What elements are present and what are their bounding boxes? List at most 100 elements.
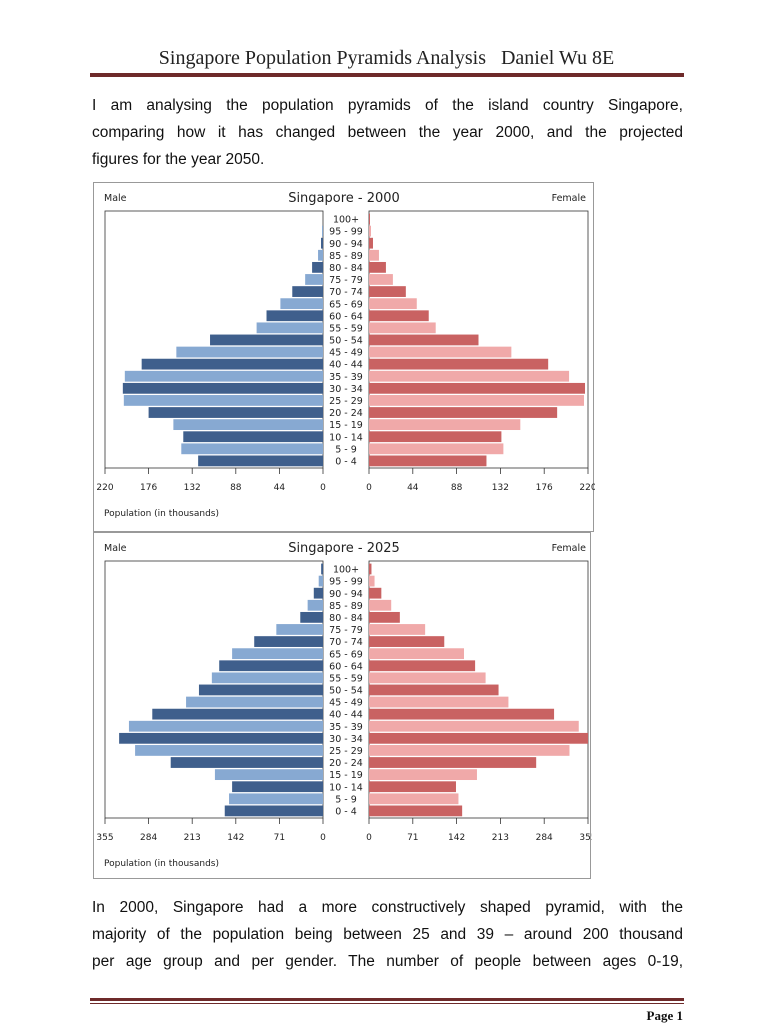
male-bar — [148, 407, 323, 418]
female-bar — [369, 225, 371, 237]
age-group-label: 25 - 29 — [329, 746, 363, 757]
intro-paragraph: I am analysing the population pyramids o… — [92, 92, 683, 173]
male-bar — [119, 732, 323, 744]
female-label: Female — [552, 193, 587, 204]
female-bar — [369, 672, 486, 684]
male-bar — [276, 624, 323, 635]
male-bar — [280, 298, 323, 310]
male-label: Male — [104, 193, 127, 204]
age-group-label: 65 - 69 — [329, 299, 363, 310]
male-bar — [322, 225, 323, 237]
female-bar — [369, 346, 512, 358]
age-group-label: 15 - 19 — [329, 770, 363, 781]
female-tick-label: 132 — [492, 483, 509, 493]
male-bar — [123, 395, 323, 406]
female-tick-label: 284 — [536, 833, 553, 843]
female-tick-label: 44 — [407, 483, 419, 493]
male-tick-label: 0 — [320, 483, 326, 493]
female-tick-label: 0 — [366, 483, 372, 493]
male-tick-label: 355 — [96, 833, 113, 843]
male-bar — [141, 358, 323, 370]
male-bar — [219, 660, 323, 672]
female-tick-label: 176 — [536, 483, 553, 493]
male-bar — [312, 261, 323, 273]
male-bar — [176, 346, 323, 358]
age-group-label: 20 - 24 — [329, 758, 363, 769]
female-bar — [369, 310, 429, 322]
female-bar — [369, 443, 504, 455]
age-group-label: 45 - 49 — [329, 698, 363, 709]
male-bar — [321, 237, 323, 249]
male-tick-label: 44 — [274, 483, 286, 493]
female-tick-label: 220 — [579, 483, 595, 493]
male-bar — [181, 443, 323, 455]
male-tick-label: 142 — [227, 833, 244, 843]
female-bar — [369, 298, 417, 310]
male-bar — [318, 249, 323, 261]
age-group-label: 90 - 94 — [329, 239, 363, 250]
body-line: per age group and per gender. The number… — [92, 953, 683, 970]
male-bar — [232, 781, 323, 793]
age-group-label: 0 - 4 — [335, 807, 357, 818]
female-tick-label: 71 — [407, 833, 418, 843]
male-bar — [318, 575, 323, 587]
age-group-label: 0 - 4 — [335, 457, 357, 468]
female-bar — [369, 708, 555, 720]
age-group-label: 80 - 84 — [329, 263, 363, 274]
age-group-label: 35 - 39 — [329, 372, 363, 383]
female-bar — [369, 261, 386, 273]
age-group-label: 30 - 34 — [329, 384, 363, 395]
female-bar — [369, 395, 585, 406]
male-tick-label: 220 — [96, 483, 113, 493]
age-group-label: 90 - 94 — [329, 589, 363, 600]
age-group-label: 40 - 44 — [329, 710, 363, 721]
male-tick-label: 284 — [140, 833, 157, 843]
male-bar — [186, 696, 323, 708]
female-bar — [369, 575, 375, 587]
female-bar — [369, 611, 400, 623]
male-bar — [300, 611, 323, 623]
female-bar — [369, 599, 392, 611]
female-bar — [369, 563, 372, 575]
female-bar — [369, 696, 509, 708]
male-bar — [210, 334, 323, 346]
female-bar — [369, 769, 477, 781]
pyramid-chart-2000: Singapore - 2000 Male Female 100+ 95 - 99 90 … — [93, 182, 595, 532]
age-group-label: 35 - 39 — [329, 722, 363, 733]
male-tick-label: 176 — [140, 483, 157, 493]
female-bar — [369, 757, 537, 768]
age-group-label: 40 - 44 — [329, 360, 363, 371]
body-line: In 2000, Singapore had a more constructi… — [92, 899, 683, 916]
male-bar — [198, 455, 323, 467]
age-group-label: 70 - 74 — [329, 287, 363, 298]
document-header-title: Singapore Population Pyramids Analysis D… — [158, 47, 615, 69]
intro-line: comparing how it has changed between the… — [92, 124, 683, 141]
female-tick-label: 0 — [366, 833, 372, 843]
female-tick-label: 88 — [451, 483, 463, 493]
age-group-label: 75 - 79 — [329, 275, 363, 286]
female-bar — [369, 334, 479, 346]
age-group-label: 10 - 14 — [329, 432, 363, 443]
female-bar — [369, 732, 588, 744]
female-tick-label: 213 — [492, 833, 509, 843]
age-group-label: 5 - 9 — [335, 444, 357, 455]
female-bar — [369, 648, 465, 660]
male-bar — [135, 745, 323, 756]
male-bar — [122, 382, 323, 394]
female-bar — [369, 636, 445, 647]
age-group-label: 55 - 59 — [329, 673, 363, 684]
age-group-label: 60 - 64 — [329, 311, 363, 322]
header-rule — [90, 73, 684, 77]
female-bar — [369, 781, 456, 793]
x-axis-label: Population (in thousands) — [104, 859, 219, 869]
male-bar — [292, 286, 323, 297]
female-bar — [369, 322, 436, 334]
male-tick-label: 0 — [320, 833, 326, 843]
age-group-label: 100+ — [333, 565, 359, 576]
intro-line: I am analysing the population pyramids o… — [92, 97, 683, 114]
male-bar — [305, 274, 323, 285]
female-bar — [369, 213, 370, 225]
male-bar — [198, 684, 323, 696]
female-bar — [369, 237, 373, 249]
age-group-label: 25 - 29 — [329, 396, 363, 407]
